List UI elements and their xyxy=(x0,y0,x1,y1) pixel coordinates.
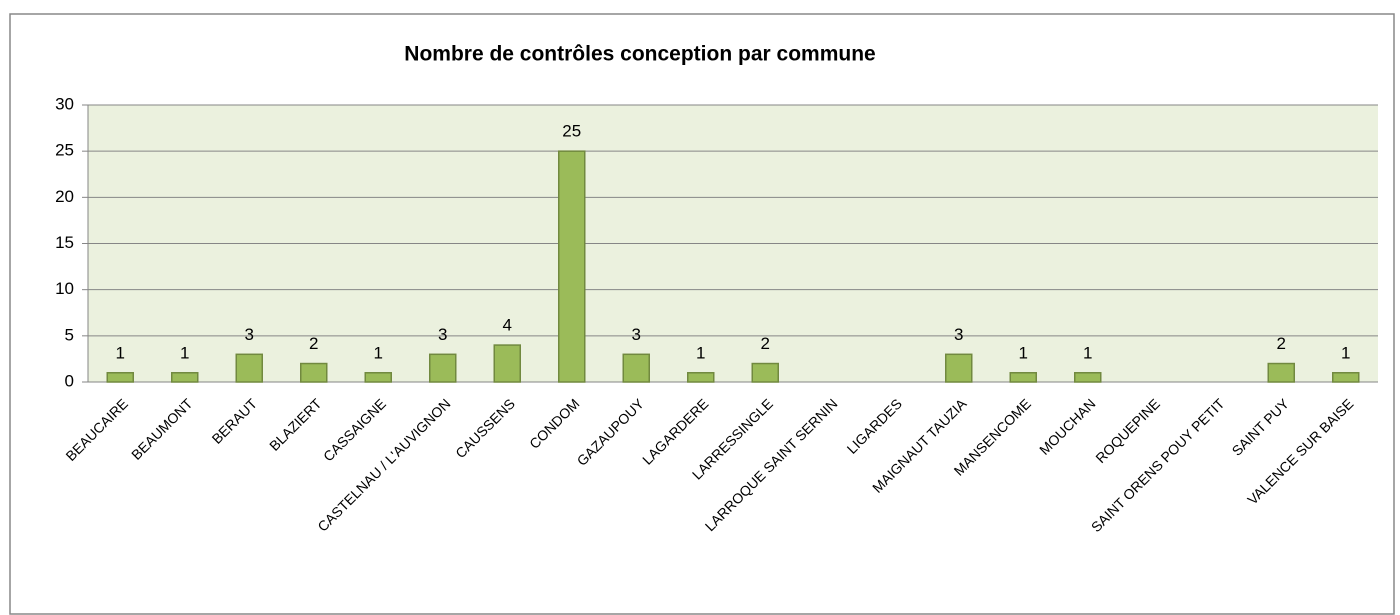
bar xyxy=(945,353,973,383)
bar xyxy=(687,372,715,383)
bar xyxy=(300,362,328,383)
bar xyxy=(106,372,134,383)
y-tick-label: 20 xyxy=(55,187,74,206)
bar xyxy=(171,372,199,383)
data-label: 3 xyxy=(632,325,641,344)
y-tick-label: 5 xyxy=(65,325,74,344)
bar xyxy=(364,372,392,383)
data-label: 3 xyxy=(954,325,963,344)
data-label: 1 xyxy=(1341,343,1350,362)
bar xyxy=(622,353,650,383)
data-label: 1 xyxy=(1083,343,1092,362)
data-label: 25 xyxy=(562,122,581,141)
bar xyxy=(1074,372,1102,383)
data-label: 2 xyxy=(761,334,770,353)
data-label: 1 xyxy=(374,343,383,362)
bar xyxy=(235,353,263,383)
chart-title: Nombre de contrôles conception par commu… xyxy=(404,43,875,66)
data-label: 1 xyxy=(1019,343,1028,362)
data-label: 3 xyxy=(245,325,254,344)
bar xyxy=(493,344,521,383)
y-tick-label: 10 xyxy=(55,279,74,298)
data-label: 1 xyxy=(180,343,189,362)
bar xyxy=(1267,362,1295,383)
y-tick-label: 15 xyxy=(55,233,74,252)
y-tick-label: 0 xyxy=(65,371,74,390)
y-tick-label: 25 xyxy=(55,141,74,160)
data-label: 3 xyxy=(438,325,447,344)
bar xyxy=(1009,372,1037,383)
bar xyxy=(429,353,457,383)
bar xyxy=(751,362,779,383)
bar xyxy=(558,150,586,383)
data-label: 1 xyxy=(696,343,705,362)
y-tick-label: 30 xyxy=(55,94,74,113)
data-label: 1 xyxy=(116,343,125,362)
data-label: 2 xyxy=(1277,334,1286,353)
data-label: 4 xyxy=(503,316,512,335)
data-label: 2 xyxy=(309,334,318,353)
bar xyxy=(1332,372,1360,383)
